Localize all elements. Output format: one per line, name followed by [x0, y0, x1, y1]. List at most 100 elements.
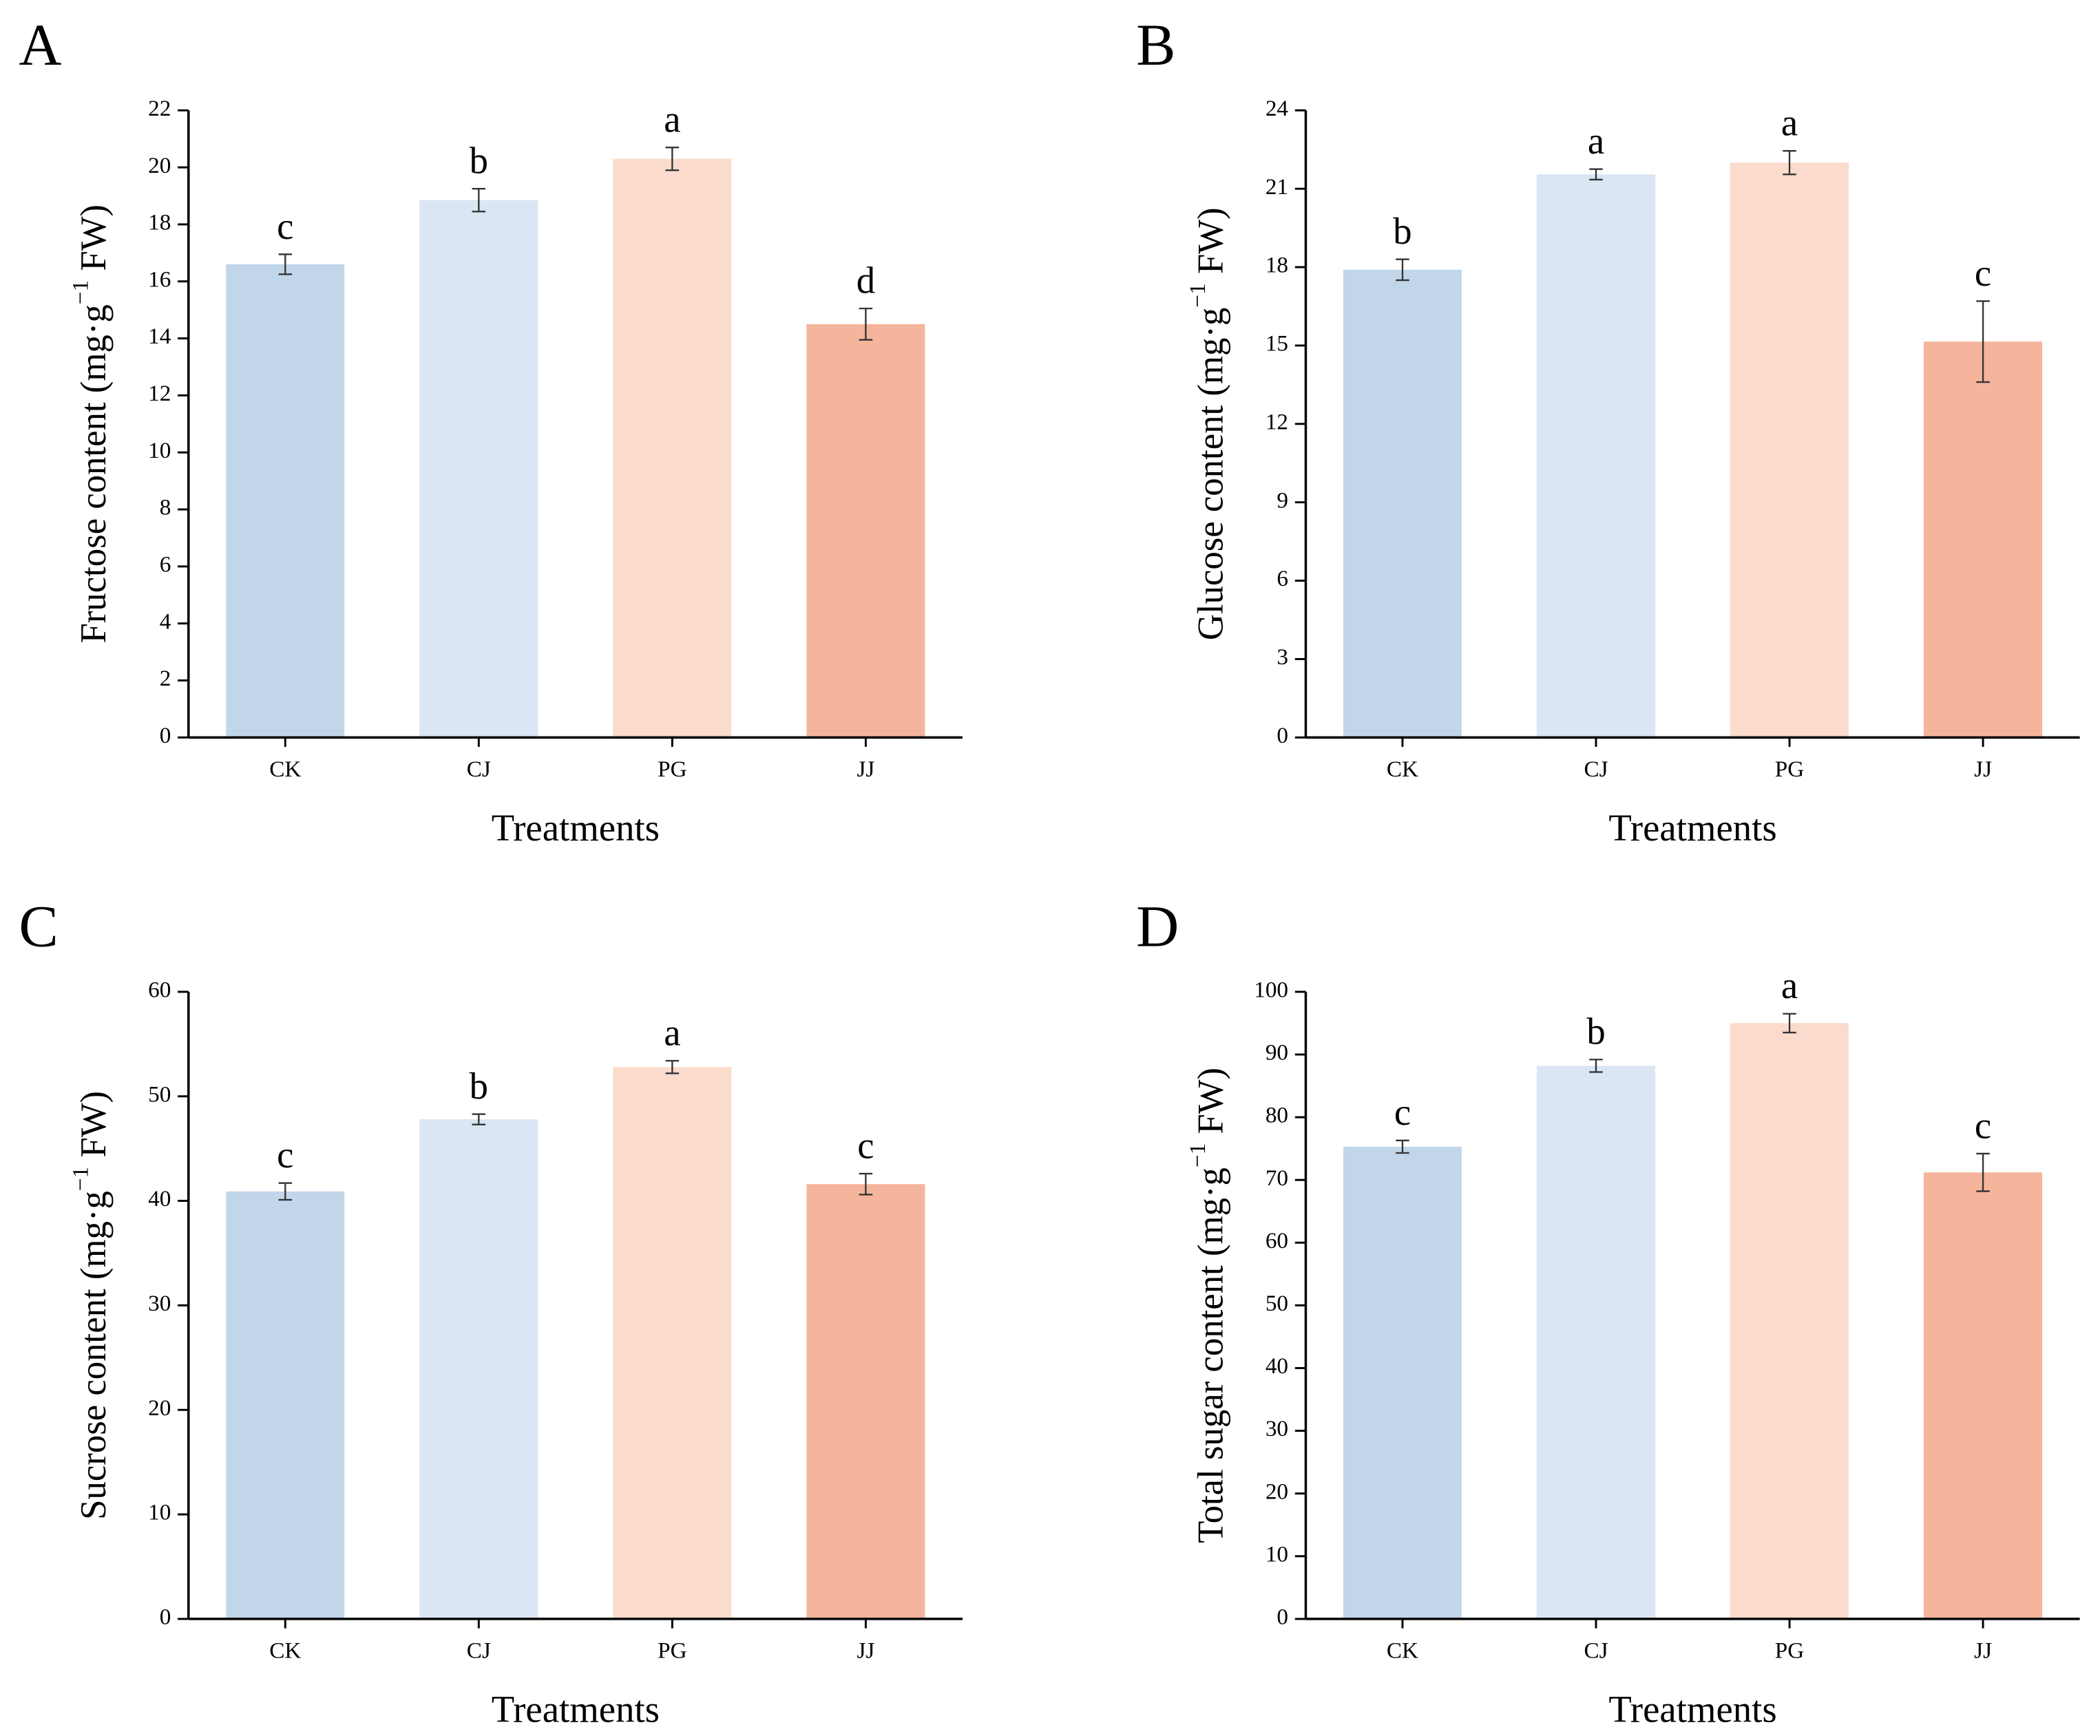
y-tick-label: 12 [1266, 409, 1288, 434]
y-axis-title-part: −1 [1185, 283, 1210, 307]
significance-letter: c [857, 1124, 874, 1166]
error-bar [859, 307, 873, 341]
y-tick-label: 100 [1254, 977, 1288, 1002]
x-axis-title: Treatments [1608, 1688, 1776, 1730]
y-tick-label: 40 [1266, 1353, 1288, 1379]
significance-letter: a [1588, 120, 1604, 162]
x-tick-label: JJ [857, 1638, 874, 1663]
bar [1730, 1023, 1849, 1619]
error-bar [1589, 168, 1603, 181]
y-axis-title-part: −1 [1185, 1143, 1210, 1167]
error-bar [665, 146, 680, 171]
error-bar [665, 1059, 680, 1075]
y-tick-label: 22 [148, 96, 171, 121]
x-tick-label: JJ [1974, 756, 1992, 782]
y-axis-title: Total sugar content (mg·g−1 FW) [1185, 1068, 1231, 1543]
x-axis-title: Treatments [492, 807, 660, 849]
x-tick-label: CJ [467, 756, 491, 782]
y-tick-label: 50 [148, 1081, 171, 1107]
bar [806, 324, 925, 738]
y-tick-label: 40 [148, 1186, 171, 1211]
error-bar [1396, 1139, 1409, 1154]
bar [1730, 162, 1849, 738]
significance-letter: c [1394, 1091, 1411, 1133]
y-tick-label: 10 [148, 1500, 171, 1525]
bar [613, 158, 732, 738]
y-tick-label: 20 [1266, 1479, 1288, 1504]
y-tick-label: 10 [148, 438, 171, 463]
x-tick-label: CK [269, 1638, 301, 1663]
error-bar [1976, 1152, 1990, 1192]
y-tick-label: 0 [1277, 1605, 1288, 1630]
significance-letter: b [1586, 1010, 1605, 1052]
y-axis-title-part: −1 [67, 280, 93, 304]
y-axis-title-part: Sucrose content (mg·g [74, 1191, 114, 1520]
bar [613, 1067, 732, 1619]
y-tick-label: 90 [1266, 1040, 1288, 1066]
x-tick-label: PG [658, 1638, 686, 1663]
x-tick-label: JJ [1974, 1638, 1992, 1663]
bar [1536, 1066, 1656, 1619]
error-bar [472, 188, 486, 213]
y-tick-label: 10 [1266, 1541, 1288, 1567]
significance-letter: b [470, 140, 488, 182]
y-tick-label: 20 [148, 153, 171, 178]
y-axis-title-part: FW) [74, 204, 114, 280]
y-tick-label: 8 [160, 495, 171, 520]
panel-label: C [19, 893, 58, 960]
x-axis-title: Treatments [1608, 807, 1776, 849]
significance-letter: c [1975, 1104, 1991, 1146]
y-tick-label: 60 [148, 977, 171, 1002]
significance-letter: c [1975, 252, 1991, 294]
y-tick-label: 20 [148, 1395, 171, 1421]
y-axis-title-part: Total sugar content (mg·g [1191, 1167, 1231, 1543]
y-tick-label: 3 [1277, 644, 1288, 670]
bar [1924, 1172, 2043, 1619]
x-tick-label: CJ [467, 1638, 491, 1663]
y-axis-title-part: −1 [67, 1167, 93, 1191]
bar [1924, 341, 2043, 738]
significance-letter: a [664, 98, 680, 140]
significance-letter: d [857, 259, 875, 301]
y-tick-label: 12 [148, 381, 171, 406]
x-tick-label: CK [1387, 756, 1418, 782]
bar [419, 200, 538, 738]
x-tick-label: PG [1775, 1638, 1804, 1663]
x-tick-label: CJ [1584, 756, 1608, 782]
significance-letter: a [1781, 102, 1798, 144]
y-tick-label: 2 [160, 666, 171, 691]
y-tick-label: 4 [160, 608, 171, 634]
y-axis-title-part: FW) [74, 1091, 114, 1167]
y-axis-title: Sucrose content (mg·g−1 FW) [67, 1091, 114, 1520]
y-axis-title-part: Glucose content (mg·g [1191, 308, 1231, 641]
y-tick-label: 18 [148, 210, 171, 235]
x-axis-title: Treatments [492, 1688, 660, 1730]
bar [419, 1119, 538, 1619]
bar [226, 264, 345, 738]
error-bar [859, 1172, 873, 1196]
error-bar [278, 1182, 293, 1201]
bar [1343, 1146, 1462, 1619]
x-tick-label: PG [1775, 756, 1804, 782]
error-bar [1396, 258, 1409, 282]
panel-label: A [19, 12, 61, 78]
y-tick-label: 9 [1277, 487, 1288, 513]
y-tick-label: 21 [1266, 174, 1288, 200]
y-axis-title: Fructose content (mg·g−1 FW) [67, 204, 114, 644]
error-bar [1976, 300, 1990, 383]
error-bar [1783, 149, 1796, 176]
y-axis-title-part: Fructose content (mg·g [74, 304, 114, 643]
y-tick-label: 0 [160, 723, 171, 748]
panel-label: D [1136, 893, 1179, 960]
x-tick-label: CK [1387, 1638, 1418, 1663]
y-tick-label: 0 [160, 1605, 171, 1630]
y-tick-label: 14 [148, 324, 171, 349]
y-tick-label: 30 [1266, 1416, 1288, 1441]
error-bar [1589, 1059, 1603, 1073]
x-tick-label: CK [269, 756, 301, 782]
y-axis-title-part: FW) [1191, 207, 1231, 283]
y-tick-label: 0 [1277, 723, 1288, 748]
y-tick-label: 24 [1266, 96, 1289, 121]
y-tick-label: 60 [1266, 1228, 1288, 1253]
